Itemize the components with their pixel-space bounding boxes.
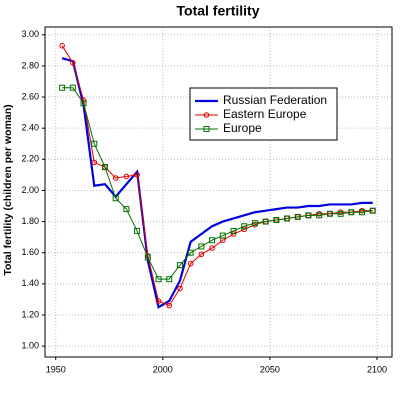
point xyxy=(284,215,291,222)
x-tick-label: 2100 xyxy=(367,364,387,374)
y-tick-label: 2.20 xyxy=(21,154,39,164)
point xyxy=(241,223,248,230)
point xyxy=(262,218,269,225)
legend-label: Eastern Europe xyxy=(223,107,307,121)
y-tick-label: 1.00 xyxy=(21,340,39,350)
y-tick-label: 1.40 xyxy=(21,278,39,288)
y-tick-label: 1.60 xyxy=(21,247,39,257)
point xyxy=(112,195,119,202)
point xyxy=(80,100,87,107)
point xyxy=(166,302,173,309)
legend-box xyxy=(189,87,338,141)
point xyxy=(176,262,183,269)
point xyxy=(166,276,173,283)
plot-frame xyxy=(44,26,393,358)
series-line xyxy=(62,87,373,280)
point xyxy=(251,220,258,227)
y-tick-label: 2.40 xyxy=(21,123,39,133)
y-tick-label: 2.60 xyxy=(21,91,39,101)
point xyxy=(134,227,141,234)
point xyxy=(144,254,151,261)
legend-marker xyxy=(203,112,210,118)
point xyxy=(91,140,98,147)
point xyxy=(112,175,119,181)
chart-title: Total fertility xyxy=(177,3,260,19)
point xyxy=(177,285,183,292)
point xyxy=(209,245,215,251)
point xyxy=(305,212,312,219)
point xyxy=(101,164,108,171)
legend-label: Russian Federation xyxy=(223,93,327,107)
point xyxy=(155,276,162,283)
point xyxy=(187,249,194,256)
point xyxy=(69,84,76,91)
point xyxy=(326,210,333,217)
series-line xyxy=(61,57,373,309)
point xyxy=(59,42,65,49)
x-tick-label: 2050 xyxy=(260,364,280,374)
x-tick-label: 1950 xyxy=(46,364,66,374)
point xyxy=(294,213,301,220)
y-tick-label: 1.80 xyxy=(21,216,39,226)
point xyxy=(316,212,323,219)
y-tick-label: 1.20 xyxy=(21,309,39,319)
point xyxy=(134,172,140,178)
point xyxy=(59,84,66,91)
y-tick-label: 2.80 xyxy=(21,60,39,70)
point xyxy=(219,232,226,239)
point xyxy=(123,173,130,180)
point xyxy=(369,207,376,214)
point xyxy=(198,251,205,258)
y-axis-label: Total fertility (children per woman) xyxy=(2,104,14,275)
y-tick-label: 3.00 xyxy=(21,29,39,39)
point xyxy=(123,206,130,213)
point xyxy=(359,209,366,216)
point xyxy=(187,260,194,267)
x-tick-label: 2000 xyxy=(153,364,173,374)
legend-marker xyxy=(203,126,210,132)
point xyxy=(91,159,98,166)
point xyxy=(70,60,76,66)
point xyxy=(230,231,237,237)
point xyxy=(348,209,355,216)
point xyxy=(209,237,216,244)
point xyxy=(241,226,248,233)
point xyxy=(273,217,280,224)
legend-label: Europe xyxy=(223,121,262,135)
point xyxy=(230,227,237,234)
point xyxy=(155,298,162,304)
y-tick-label: 2.00 xyxy=(21,185,39,195)
point xyxy=(337,210,344,217)
point xyxy=(198,243,205,250)
